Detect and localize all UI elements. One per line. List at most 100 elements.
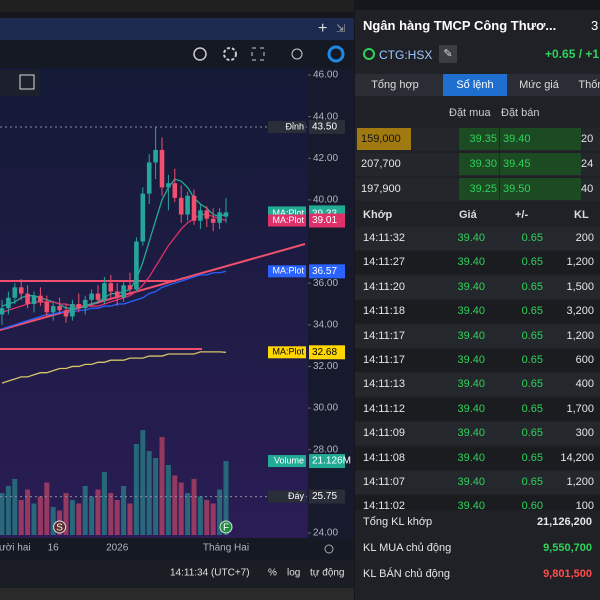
candle-body (185, 195, 190, 215)
book-header: Đặt mua (449, 107, 491, 119)
candle-body (0, 308, 5, 315)
tag-value: 39.01 (312, 215, 337, 226)
y-tick-label: 30.00 (313, 403, 338, 414)
volume-bar (37, 496, 43, 535)
candle-body (121, 285, 126, 298)
volume-bar (12, 479, 18, 535)
candle-body (191, 195, 197, 221)
volume-bar (165, 465, 171, 535)
candle-body (140, 193, 146, 242)
x-tick-label: 16 (48, 543, 60, 554)
candle-body (108, 283, 114, 292)
trade-row (355, 227, 600, 250)
trade-cell: 0.65 (521, 329, 543, 342)
volume-bar (63, 493, 69, 535)
event-label: F (223, 523, 229, 534)
volume-bar (31, 503, 37, 535)
ask-price: 39.45 (500, 153, 581, 175)
settings-icon[interactable] (223, 47, 237, 61)
trade-cell: 0.60 (521, 500, 543, 513)
trade-cell: 14:11:07 (363, 476, 406, 488)
candle-body (198, 210, 203, 221)
candle-body (12, 287, 18, 298)
edit-button[interactable]: ✎ (439, 45, 457, 63)
candle-body (114, 291, 120, 298)
bottom-strip (0, 588, 354, 600)
volume-bar (191, 479, 197, 535)
right-panel: Ngân hàng TMCP Công Thươ... 3 CTG:HSX ✎ … (355, 10, 600, 600)
x-tick-label: 2026 (106, 543, 129, 554)
share-icon[interactable] (291, 48, 303, 60)
trade-cell: 400 (575, 378, 594, 391)
trade-row (355, 349, 600, 372)
tag-name: MA:Plot (272, 347, 304, 357)
trade-cell: 1,700 (566, 402, 594, 415)
trade-cell: 39.40 (457, 280, 485, 293)
volume-bar (89, 496, 95, 535)
tag-value: 25.75 (312, 491, 337, 502)
tag-value: 21.126M (312, 456, 351, 467)
y-tick-label: 28.00 (313, 444, 338, 455)
candle-body (204, 210, 210, 219)
candle-body (57, 306, 62, 311)
tag-value: 36.57 (312, 266, 337, 277)
candle-body (44, 301, 50, 313)
volume-bar (121, 486, 127, 535)
trade-cell: 1,200 (566, 476, 594, 488)
volume-bar (76, 503, 82, 535)
trade-row (355, 422, 600, 446)
volume-bar (204, 500, 210, 535)
candle-body (95, 293, 101, 300)
candle-body (18, 287, 24, 294)
status-item: 14:11:34 (UTC+7) (170, 568, 250, 579)
tab[interactable]: Mức giá (519, 79, 559, 91)
candle-body (223, 212, 229, 217)
trade-cell: 14:11:20 (363, 280, 406, 293)
trade-row (355, 251, 600, 275)
symbol[interactable]: CTG:HSX (379, 48, 433, 62)
trade-cell: 14:11:13 (363, 378, 406, 391)
tab[interactable]: Thống (578, 79, 600, 91)
candle-body (102, 283, 107, 300)
add-icon[interactable]: + (318, 20, 327, 37)
status-item[interactable]: % (268, 568, 277, 579)
trade-cell: 3,200 (566, 305, 594, 318)
candle-body (63, 310, 69, 317)
fullscreen-icon[interactable] (251, 47, 265, 61)
candle-body (50, 306, 56, 313)
status-item[interactable]: log (287, 568, 300, 579)
candle-body (153, 149, 158, 163)
y-tick-label: 40.00 (313, 195, 338, 206)
tab[interactable]: Sổ lệnh (443, 74, 507, 96)
status-item[interactable]: tự động (310, 568, 345, 579)
candle-body (146, 162, 152, 194)
bid-volume: 159,000 (357, 128, 411, 150)
bid-price: 39.30 (459, 153, 499, 175)
trade-cell: 14:11:09 (363, 427, 406, 440)
tag-value-box (309, 454, 345, 469)
tag-name-box (268, 455, 306, 468)
trade-row (355, 446, 600, 470)
trades-header: Khớp (363, 209, 393, 221)
trade-cell: 300 (575, 427, 594, 440)
trade-row (355, 300, 600, 324)
ma-line (1, 351, 227, 384)
trade-cell: 1,200 (566, 329, 594, 342)
ask-price: 39.40 (500, 128, 581, 150)
zoom-icon[interactable] (193, 47, 207, 61)
book-header: Đặt bán (501, 107, 540, 119)
ma-line (1, 270, 227, 330)
volume-bar (0, 493, 5, 535)
ask-volume: 40 (581, 183, 594, 195)
tag-name: MA:Plot (272, 208, 304, 218)
trade-cell: 14,200 (560, 451, 594, 464)
axis-settings[interactable] (324, 544, 334, 554)
draw-icon[interactable] (19, 74, 35, 90)
trade-cell: 39.40 (457, 256, 485, 269)
tab[interactable]: Tổng hợp (371, 79, 419, 91)
trade-cell: 0.65 (521, 305, 543, 318)
collapse-icon[interactable]: ⇲ (336, 23, 345, 35)
volume-bar (146, 451, 152, 535)
status-bar (0, 560, 354, 588)
company-title: Ngân hàng TMCP Công Thươ... (363, 18, 557, 33)
